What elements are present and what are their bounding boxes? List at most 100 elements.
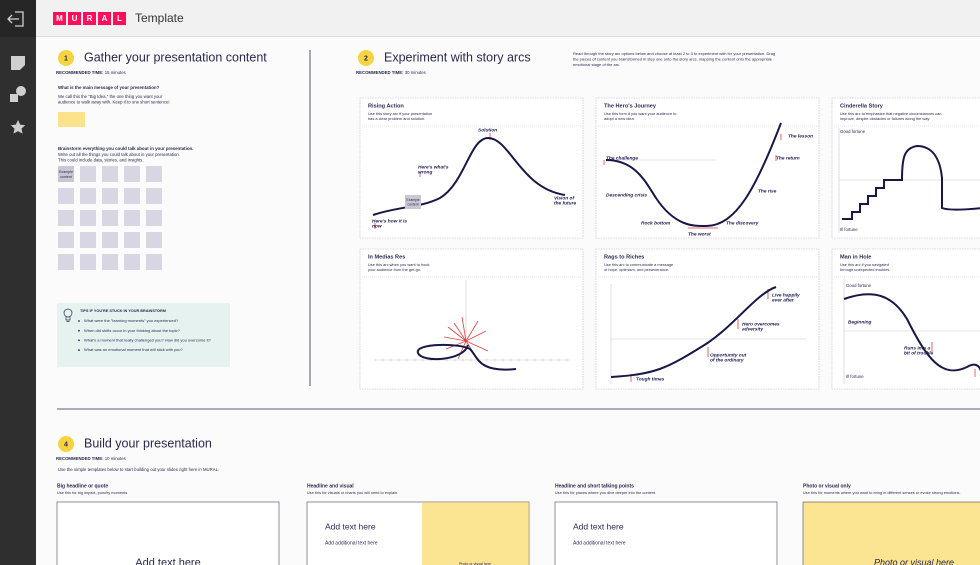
arc-label: Runs into a <box>904 345 930 351</box>
tip-bullet <box>78 329 80 332</box>
visual-label: Photo or visual here <box>459 562 491 565</box>
arc-drawing <box>372 133 566 229</box>
arc-label: Beginning <box>848 319 872 325</box>
logo-tile <box>53 12 66 25</box>
card-title: Cinderella Story <box>840 103 884 109</box>
arc-label: Rock bottom <box>641 220 671 226</box>
brainstorm-sticky[interactable] <box>102 166 118 182</box>
sticky-note-tool[interactable] <box>11 56 25 70</box>
brainstorm-sticky[interactable] <box>58 232 74 248</box>
brainstorm-sticky[interactable] <box>80 210 96 226</box>
brainstorm-sticky[interactable] <box>146 210 162 226</box>
template-title: Big headline or quote <box>57 483 108 489</box>
logo-letter: A <box>102 14 108 23</box>
brainstorm-sticky[interactable] <box>146 232 162 248</box>
step-number: 2 <box>364 55 368 62</box>
arc-label: Vision of <box>554 195 574 201</box>
template-desc: Use this for big impact, punchy moments <box>57 490 127 495</box>
logo-tile <box>83 12 96 25</box>
tips-title: TIPS IF YOU'RE STUCK IN YOUR BRAINSTORM <box>80 309 166 313</box>
arc-label: The rise <box>758 188 777 194</box>
tip-item: What was an emotional moment that will s… <box>84 347 183 352</box>
exit-icon[interactable] <box>7 11 24 27</box>
brainstorm-sticky[interactable] <box>58 188 74 204</box>
arc-drawing <box>843 279 980 384</box>
brainstorm-sticky[interactable] <box>102 188 118 204</box>
arc-label: adversity <box>742 326 763 332</box>
brainstorm-sticky[interactable] <box>124 166 140 182</box>
time-label: RECOMMENDED TIME: <box>56 456 104 461</box>
shapes-tool[interactable] <box>10 86 26 102</box>
logo-letter: R <box>87 14 93 23</box>
arc-label: Live happily <box>772 292 800 298</box>
sticky-text: Example <box>406 198 419 202</box>
arc-label: Opportunity out <box>710 352 747 358</box>
logo-tile <box>113 12 126 25</box>
time-label: RECOMMENDED TIME: <box>56 70 104 75</box>
brainstorm-sticky[interactable] <box>58 166 74 182</box>
story-arc-curve <box>605 122 782 228</box>
arc-drawing <box>838 128 980 233</box>
card-title: In Medias Res <box>368 254 405 260</box>
template-title: Photo or visual only <box>803 483 851 489</box>
arc-label: Good fortune <box>840 129 866 134</box>
card-title: Man in Hole <box>840 254 871 260</box>
brainstorm-title: Brainstorm everything you could talk abo… <box>58 146 193 151</box>
intro-text: emotional stage of the arc. <box>573 62 620 67</box>
brainstorm-sticky[interactable] <box>124 188 140 204</box>
card-desc: Use this arc to emphasize that negative … <box>840 111 941 116</box>
arc-label: Ill fortune <box>840 227 858 232</box>
brainstorm-sticky[interactable] <box>146 254 162 270</box>
arc-drawing <box>610 284 806 384</box>
section-desc: Use the simple templates below to start … <box>58 467 219 472</box>
card-desc: of hope, optimism, and perseverance. <box>604 267 669 272</box>
brainstorm-sticky[interactable] <box>80 166 96 182</box>
story-arc-curve <box>842 144 980 220</box>
slide-headline: Add text here <box>325 521 376 531</box>
brainstorm-sticky[interactable] <box>58 210 74 226</box>
brainstorm-sticky[interactable] <box>80 254 96 270</box>
brainstorm-sticky[interactable] <box>146 166 162 182</box>
card-desc: improve, despite obstacles or failures a… <box>840 116 930 121</box>
mural-title[interactable]: Template <box>135 11 184 25</box>
card-desc: Use this arc to communicate a message <box>604 262 673 267</box>
time-value: 30 minutes <box>405 70 426 75</box>
slide-headline: Add text here <box>135 557 200 565</box>
time-value: 10 minutes <box>105 456 126 461</box>
card-desc: Use this arc if you navigated <box>840 262 889 267</box>
top-bar <box>0 0 980 37</box>
template-desc: Use this for visuals or charts you will … <box>307 490 398 495</box>
question: What is the main message of your present… <box>58 85 160 90</box>
section-title: Experiment with story arcs <box>384 50 531 64</box>
brainstorm-sticky[interactable] <box>80 232 96 248</box>
main-message-sticky[interactable] <box>58 112 85 127</box>
slide-frame <box>802 501 980 565</box>
logo-tile <box>68 12 81 25</box>
story-arc-card <box>359 97 584 239</box>
brainstorm-sticky[interactable] <box>124 254 140 270</box>
slide-frame <box>554 501 778 565</box>
favorites-tool[interactable] <box>10 120 26 134</box>
sticky-text: content <box>60 175 72 179</box>
brainstorm-sticky[interactable] <box>80 188 96 204</box>
recommended-time: RECOMMENDED TIME: 30 minutes <box>356 70 426 75</box>
slide-frame <box>56 501 280 565</box>
brainstorm-sticky[interactable] <box>146 188 162 204</box>
arc-label: Hero overcomes <box>742 321 780 327</box>
brainstorm-sticky[interactable] <box>124 232 140 248</box>
arc-drawing <box>603 122 782 229</box>
template-title: Headline and short talking points <box>555 483 634 489</box>
arc-label: The discovery <box>726 220 759 226</box>
step-number: 4 <box>64 441 68 448</box>
arc-label: Solution <box>478 127 497 133</box>
template-desc: Use this for moments where you want to b… <box>803 490 961 495</box>
brainstorm-sticky[interactable] <box>102 210 118 226</box>
visual-label: Photo or visual here <box>874 557 954 565</box>
brainstorm-sticky[interactable] <box>58 254 74 270</box>
brainstorm-sticky[interactable] <box>124 210 140 226</box>
brainstorm-sticky[interactable] <box>102 232 118 248</box>
sticky-text: Example <box>59 170 73 174</box>
tip-bullet <box>78 349 80 351</box>
brainstorm-sticky[interactable] <box>102 254 118 270</box>
